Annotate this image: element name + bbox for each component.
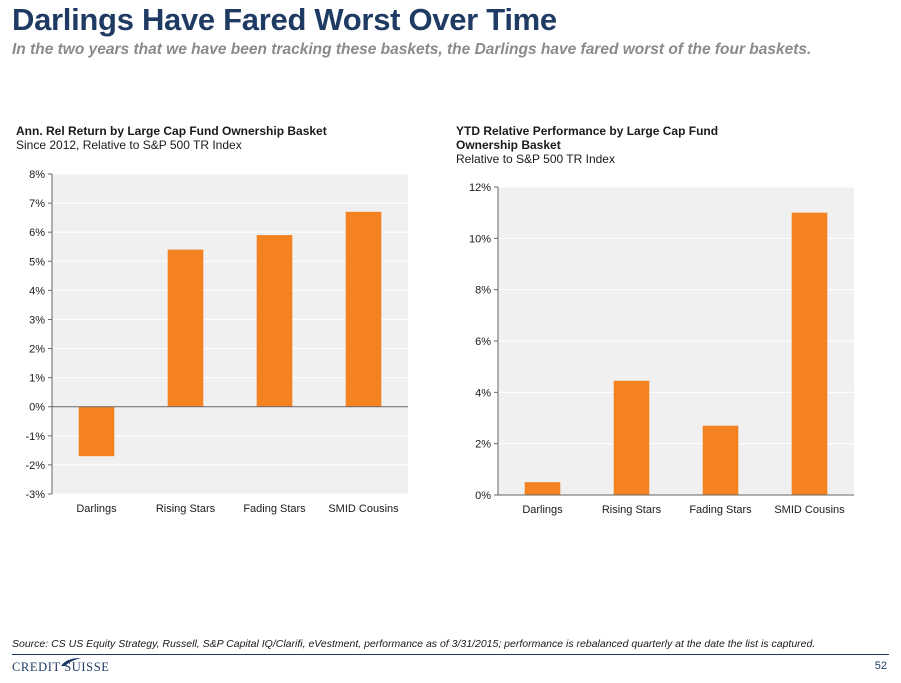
sail-logo-icon (61, 658, 81, 666)
y-tick-label: 2% (29, 344, 45, 356)
right-chart-subtitle: Relative to S&P 500 TR Index (456, 152, 615, 166)
y-tick-label: -3% (25, 489, 45, 501)
x-category-label: Darlings (76, 503, 117, 515)
y-tick-label: 3% (29, 314, 45, 326)
page-subtitle: In the two years that we have been track… (12, 41, 812, 58)
y-tick-label: 7% (29, 198, 45, 210)
y-tick-label: 5% (29, 256, 45, 268)
x-category-label: SMID Cousins (328, 503, 399, 515)
left-chart-subtitle: Since 2012, Relative to S&P 500 TR Index (16, 138, 242, 152)
source-note: Source: CS US Equity Strategy, Russell, … (12, 638, 816, 650)
y-tick-label: 8% (29, 169, 45, 181)
y-tick-label: 0% (29, 402, 45, 414)
right-chart-header: YTD Relative Performance by Large Cap Fu… (456, 124, 718, 166)
bar-rising-stars (167, 249, 204, 407)
x-category-label: Fading Stars (243, 503, 306, 515)
left-chart-title: Ann. Rel Return by Large Cap Fund Owners… (16, 124, 327, 138)
y-tick-label: 1% (29, 373, 45, 385)
y-tick-label: 4% (29, 285, 45, 297)
right-chart-title-line1: YTD Relative Performance by Large Cap Fu… (456, 124, 719, 138)
y-tick-label: 6% (29, 227, 45, 239)
bar-darlings (78, 406, 115, 457)
bar-fading-stars (256, 235, 293, 407)
page-title: Darlings Have Fared Worst Over Time (12, 2, 557, 37)
footer-rule (12, 654, 889, 655)
page-number: 52 (874, 660, 887, 672)
x-category-label: Rising Stars (156, 503, 216, 515)
credit-suisse-logo: CREDIT SUISSE (12, 660, 110, 674)
bar-smid-cousins (345, 211, 382, 407)
left-chart-header: Ann. Rel Return by Large Cap Fund Owners… (16, 124, 327, 152)
y-tick-label: -1% (25, 431, 45, 443)
y-tick-label: -2% (25, 460, 45, 472)
right-chart-title-line2: Ownership Basket (456, 138, 561, 152)
